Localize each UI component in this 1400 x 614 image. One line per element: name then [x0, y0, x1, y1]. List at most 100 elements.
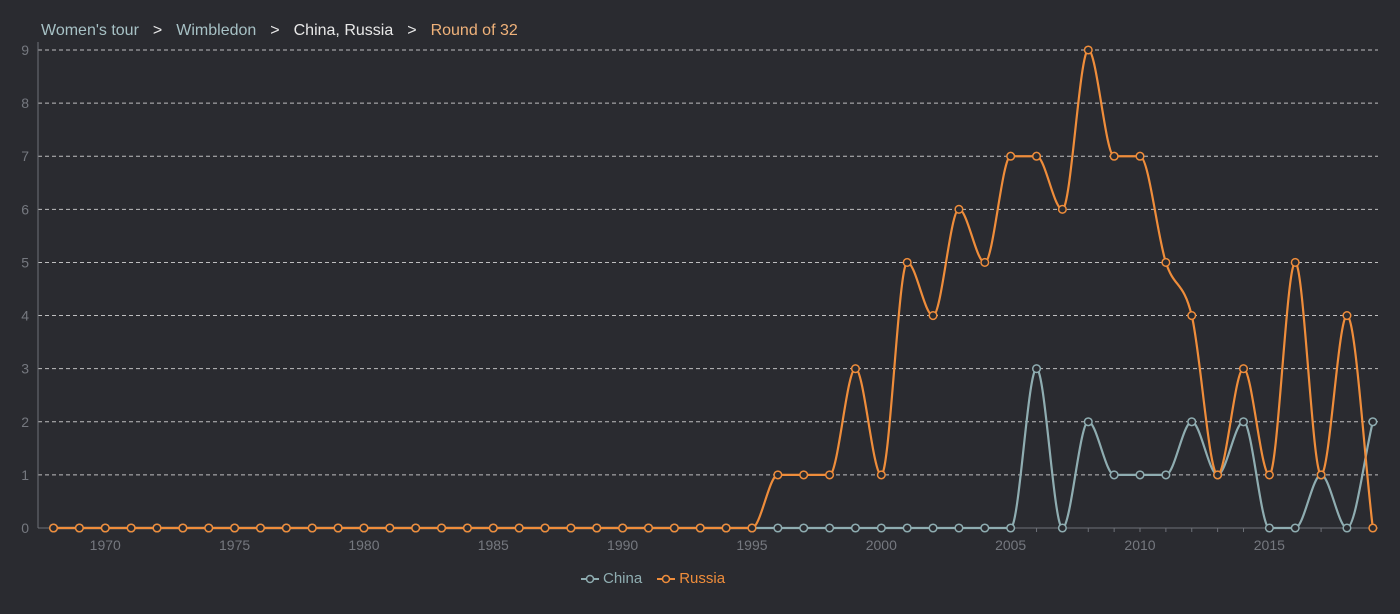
- series-line-russia: [53, 48, 1374, 530]
- data-point-russia: [1006, 151, 1016, 161]
- data-point-russia: [100, 523, 110, 533]
- breadcrumb-separator: >: [152, 22, 163, 39]
- data-point-russia: [618, 523, 628, 533]
- data-point-china: [850, 523, 861, 533]
- data-point-russia: [1057, 204, 1067, 214]
- data-point-russia: [74, 523, 84, 533]
- y-tick-label: 3: [21, 361, 29, 377]
- data-point-china: [876, 523, 886, 533]
- data-point-russia: [359, 523, 369, 533]
- data-point-china: [1083, 417, 1093, 427]
- data-point-russia: [152, 523, 162, 533]
- data-point-russia: [1342, 311, 1352, 321]
- series-line-china: [53, 367, 1374, 530]
- breadcrumb: Women's tour > Wimbledon > China, Russia > Rou…: [41, 22, 518, 40]
- data-point-russia: [255, 523, 266, 533]
- data-point-russia: [721, 523, 731, 533]
- data-point-russia: [876, 470, 886, 480]
- x-tick-label: 1970: [90, 537, 121, 553]
- y-tick-label: 5: [21, 254, 29, 270]
- y-tick-label: 2: [21, 414, 29, 430]
- x-tick-label: 2005: [995, 537, 1026, 553]
- legend-item-china[interactable]: China: [580, 570, 642, 587]
- breadcrumb-separator: >: [270, 22, 280, 39]
- breadcrumb-countries[interactable]: China, Russia: [293, 22, 394, 39]
- data-point-russia: [126, 523, 136, 533]
- data-point-russia: [204, 523, 214, 533]
- data-point-china: [1031, 364, 1042, 374]
- data-point-russia: [1161, 257, 1171, 267]
- x-tick-label: 1995: [736, 537, 767, 553]
- x-tick-label: 1985: [478, 537, 509, 553]
- legend-marker-russia: [657, 574, 676, 583]
- x-tick-label: 1990: [607, 537, 638, 553]
- data-point-russia: [48, 523, 59, 533]
- data-point-russia: [773, 470, 783, 480]
- y-tick-label: 7: [21, 148, 29, 164]
- data-point-russia: [178, 523, 188, 533]
- data-point-china: [773, 523, 783, 533]
- data-point-russia: [1368, 523, 1378, 533]
- data-point-china: [1290, 523, 1300, 533]
- data-point-russia: [825, 470, 835, 480]
- data-point-russia: [437, 523, 447, 533]
- breadcrumb-separator: >: [407, 22, 417, 39]
- data-point-china: [954, 523, 964, 533]
- data-point-china: [1006, 523, 1016, 533]
- data-point-china: [928, 523, 938, 533]
- data-point-china: [1161, 470, 1171, 480]
- data-point-russia: [850, 364, 861, 374]
- data-point-russia: [1187, 311, 1197, 321]
- data-point-russia: [643, 523, 654, 533]
- data-point-russia: [488, 523, 498, 533]
- data-point-russia: [592, 523, 602, 533]
- y-tick-label: 0: [21, 520, 29, 536]
- data-point-china: [1368, 417, 1378, 427]
- data-point-russia: [1290, 257, 1300, 267]
- data-point-russia: [333, 523, 343, 533]
- data-point-china: [1109, 470, 1119, 480]
- data-point-russia: [540, 523, 550, 533]
- data-point-russia: [514, 523, 524, 533]
- data-point-china: [1238, 417, 1249, 427]
- x-tick-label: 1980: [348, 537, 379, 553]
- data-point-russia: [1135, 151, 1145, 161]
- y-tick-label: 9: [21, 42, 29, 58]
- y-tick-label: 6: [21, 201, 29, 217]
- data-point-china: [799, 523, 809, 533]
- data-point-china: [1135, 470, 1145, 480]
- y-tick-label: 8: [21, 95, 29, 111]
- data-point-russia: [566, 523, 576, 533]
- data-point-china: [1057, 523, 1067, 533]
- data-point-russia: [1238, 364, 1249, 374]
- data-point-russia: [695, 523, 705, 533]
- data-point-russia: [307, 523, 317, 533]
- data-point-china: [1342, 523, 1352, 533]
- x-tick-label: 2010: [1124, 537, 1155, 553]
- legend-item-russia[interactable]: Russia: [656, 570, 725, 587]
- x-tick-label: 2015: [1254, 537, 1285, 553]
- line-chart: 0 1 2 3 4 5 6 7 8 9 1970 1975 1980 1985 1990 1995 2000 20…: [21, 42, 1378, 553]
- data-point-russia: [980, 257, 990, 267]
- data-point-china: [980, 523, 990, 533]
- data-point-russia: [411, 523, 421, 533]
- chart-legend: China Russia: [580, 570, 725, 587]
- legend-marker-china: [581, 574, 599, 583]
- data-point-russia: [1083, 45, 1093, 55]
- breadcrumb-current-round: Round of 32: [430, 22, 518, 39]
- data-point-china: [825, 523, 835, 533]
- data-point-russia: [230, 523, 240, 533]
- data-point-china: [1264, 523, 1274, 533]
- data-point-russia: [1264, 470, 1274, 480]
- y-tick-label: 4: [21, 308, 29, 324]
- x-tick-label: 2000: [866, 537, 897, 553]
- breadcrumb-womens-tour[interactable]: Women's tour: [41, 22, 139, 39]
- data-point-russia: [954, 204, 964, 214]
- y-tick-label: 1: [21, 467, 29, 483]
- data-point-russia: [1031, 151, 1042, 161]
- data-point-russia: [281, 523, 291, 533]
- data-point-russia: [669, 523, 679, 533]
- data-point-russia: [1213, 470, 1223, 480]
- x-tick-label: 1975: [219, 537, 250, 553]
- breadcrumb-wimbledon[interactable]: Wimbledon: [176, 22, 257, 39]
